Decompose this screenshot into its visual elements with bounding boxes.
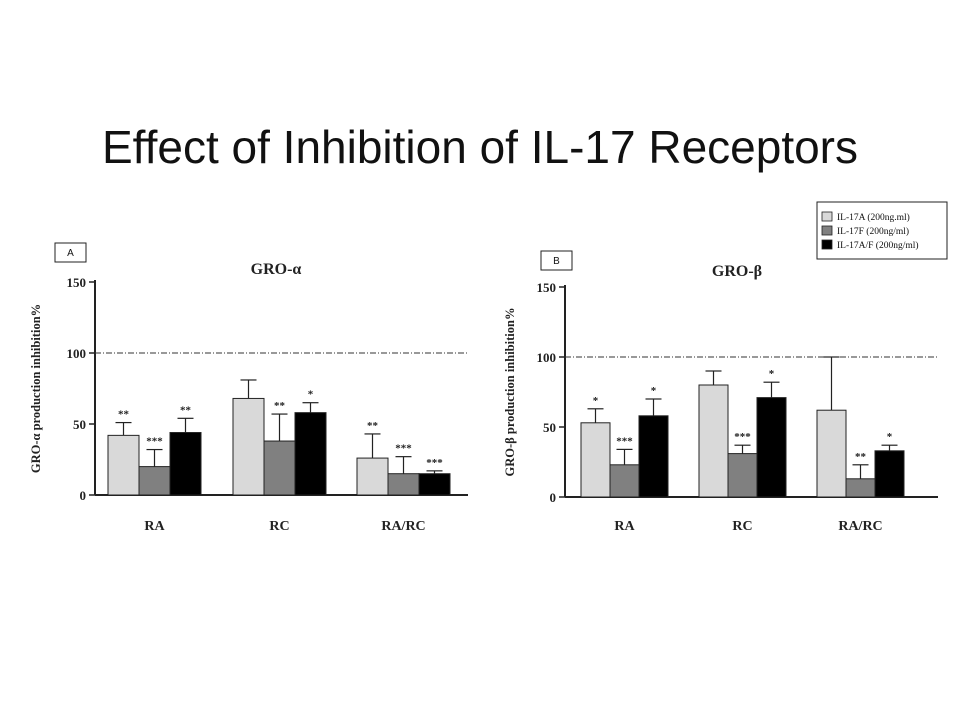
bar [107,434,140,496]
x-category-label: RC [732,519,752,534]
significance-label: ** [367,420,379,432]
y-tick-label: 0 [550,490,557,505]
significance-label: *** [395,443,412,455]
legend-swatch-il17a [821,211,833,222]
panel-label: B [553,256,560,267]
significance-label: ** [180,404,192,416]
y-tick-label: 100 [67,346,87,361]
x-category-label: RA [614,519,635,534]
significance-label: * [651,385,657,397]
significance-label: ** [274,400,286,412]
significance-label: * [887,431,893,443]
bar [845,478,876,498]
x-category-label: RA [144,519,165,534]
slide-title: Effect of Inhibition of IL-17 Receptors [101,121,859,173]
chart-panel-a: A GRO-α GRO-α production inhibition% 0 50 100… [29,242,468,534]
legend-label-il17a: IL-17A (200ng.ml) [837,212,910,223]
panel-label-box [540,250,573,271]
legend-label-il17f: IL-17F (200ng/ml) [837,226,909,237]
significance-label: *** [146,436,163,448]
y-tick-label: 100 [537,350,557,365]
bar [169,432,202,496]
panel-label-box [54,242,87,263]
y-tick-label: 50 [73,417,86,432]
significance-label: * [593,395,599,407]
panel-label: A [67,248,74,259]
x-category-label: RC [269,519,289,534]
significance-label: *** [426,457,443,469]
legend-swatch-il17af [821,239,833,250]
y-tick-label: 50 [543,420,556,435]
x-category-label: RA/RC [838,519,882,534]
x-category-label: RA/RC [381,519,425,534]
chart-title: GRO-β [712,263,762,280]
bar [356,457,389,496]
y-tick-label: 150 [67,275,87,290]
legend-box [816,201,948,260]
bar [294,412,327,496]
legend-swatch-il17f [821,225,833,236]
bar [232,397,265,496]
bar [816,409,847,498]
bar [263,440,296,496]
y-tick-label: 0 [80,488,87,503]
chart-title: GRO-α [251,261,302,278]
significance-label: ** [118,409,130,421]
significance-label: *** [734,431,751,443]
bar [874,450,905,498]
significance-label: * [308,389,314,401]
bar [609,464,640,498]
bar [727,453,758,498]
legend: IL-17A (200ng.ml) IL-17F (200ng/ml) IL-1… [816,201,948,260]
bar [698,384,729,498]
bar [756,397,787,498]
y-axis-label: GRO-α production inhibition% [29,304,43,473]
bar [387,473,420,496]
bar [138,466,171,496]
y-tick-label: 150 [537,280,557,295]
significance-label: * [769,368,775,380]
significance-label: ** [855,451,867,463]
bar [638,415,669,498]
significance-label: *** [616,435,633,447]
bar [580,422,611,498]
legend-label-il17af: IL-17A/F (200ng/ml) [837,240,919,251]
y-axis-label: GRO-β production inhibition% [503,308,517,477]
bar [418,473,451,496]
chart-panel-b: B GRO-β GRO-β production inhibition% 0 50 100… [503,250,938,534]
